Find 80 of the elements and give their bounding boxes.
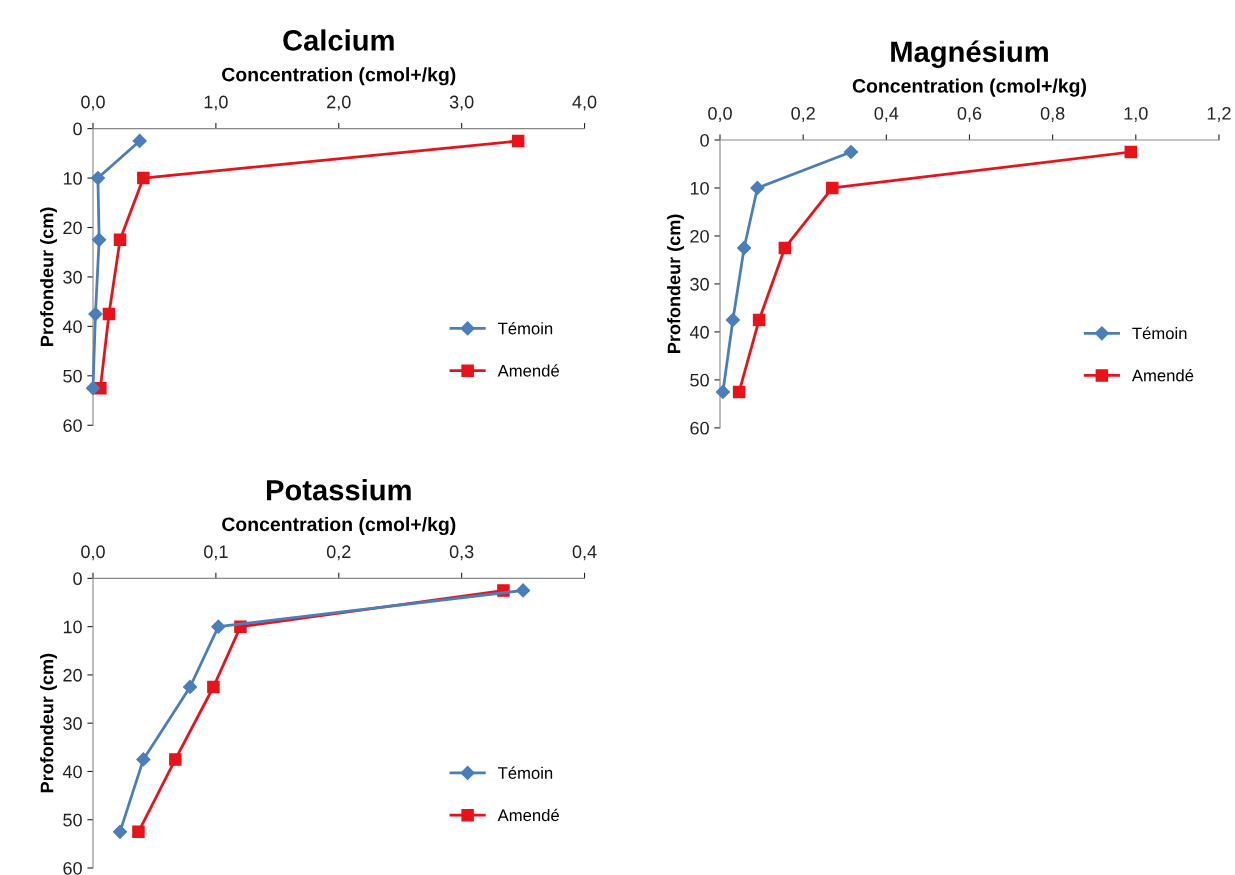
- point: [750, 180, 765, 196]
- y-tick-label: 50: [63, 369, 82, 383]
- y-tick-label: 20: [63, 221, 82, 235]
- x-axis-title: Concentration (cmol+/kg): [852, 78, 1086, 97]
- x-axis-title: Concentration (cmol+/kg): [222, 516, 456, 536]
- point: [137, 171, 150, 185]
- y-tick-label: 0: [73, 572, 82, 586]
- x-tick-label: 0,1: [204, 545, 228, 561]
- x-tick-label: 0,0: [81, 95, 105, 111]
- point: [778, 241, 792, 255]
- y-tick-label: 40: [62, 765, 82, 779]
- legend-label: Témoin: [498, 322, 553, 335]
- x-tick-label: 0,2: [326, 545, 351, 561]
- point: [725, 312, 740, 328]
- legend-label: Amendé: [1131, 369, 1194, 382]
- y-tick-label: 10: [690, 181, 709, 195]
- point: [112, 824, 128, 839]
- x-tick-label: 0,2: [791, 106, 815, 122]
- point: [826, 181, 839, 195]
- point: [737, 240, 752, 256]
- y-axis-title: Profondeur (cm): [40, 207, 57, 346]
- point: [113, 233, 127, 247]
- point: [136, 752, 151, 767]
- x-tick-label: 4,0: [572, 95, 597, 111]
- y-tick-label: 10: [63, 620, 82, 634]
- x-tick-label: 3,0: [449, 95, 474, 111]
- point: [132, 825, 145, 839]
- x-tick-label: 0,4: [572, 545, 597, 561]
- point: [1124, 145, 1138, 159]
- legend-label: Amendé: [497, 364, 559, 377]
- x-tick-label: 0,3: [449, 545, 474, 561]
- point: [85, 381, 101, 396]
- chart-title: Magnésium: [891, 40, 1048, 69]
- y-tick-label: 50: [690, 373, 709, 387]
- x-tick-label: 0,0: [708, 106, 732, 122]
- x-tick-label: 1,0: [204, 95, 228, 111]
- y-tick-label: 10: [63, 172, 82, 185]
- y-tick-label: 0: [700, 133, 709, 147]
- x-tick-label: 1,2: [1207, 106, 1231, 122]
- y-tick-label: 40: [62, 320, 82, 334]
- legend-label: Témoin: [1132, 326, 1187, 340]
- point: [102, 307, 116, 321]
- y-tick-label: 0: [73, 122, 82, 136]
- x-tick-label: 0,4: [874, 106, 899, 122]
- chart-title: Potassium: [266, 479, 411, 501]
- legend-label: Amendé: [497, 808, 559, 822]
- point: [511, 134, 525, 148]
- point: [88, 306, 103, 322]
- point: [715, 384, 730, 399]
- y-tick-label: 60: [690, 421, 709, 435]
- point: [169, 753, 182, 766]
- y-tick-label: 40: [689, 325, 709, 339]
- y-tick-label: 50: [63, 813, 82, 827]
- x-tick-label: 0,0: [81, 545, 105, 561]
- y-tick-label: 20: [63, 668, 82, 682]
- y-tick-label: 60: [63, 419, 82, 432]
- y-tick-label: 30: [63, 270, 82, 284]
- y-axis-title: Profondeur (cm): [40, 653, 57, 793]
- legend-label: Témoin: [498, 766, 553, 779]
- x-tick-label: 1,0: [1124, 106, 1148, 122]
- point: [132, 133, 147, 149]
- point: [92, 232, 107, 247]
- y-axis-title: Profondeur (cm): [667, 214, 684, 353]
- point: [752, 313, 766, 327]
- x-axis-title: Concentration (cmol+/kg): [222, 67, 456, 86]
- chart-title: Calcium: [283, 29, 394, 51]
- x-tick-label: 0,8: [1040, 106, 1065, 122]
- point: [182, 679, 198, 695]
- y-tick-label: 20: [690, 229, 709, 243]
- x-tick-label: 0,6: [957, 106, 982, 122]
- x-tick-label: 2,0: [327, 95, 351, 111]
- point: [211, 619, 226, 634]
- point: [732, 385, 746, 399]
- y-tick-label: 60: [63, 861, 82, 875]
- point: [843, 144, 859, 160]
- point: [516, 583, 531, 598]
- point: [207, 680, 220, 694]
- y-tick-label: 30: [690, 277, 709, 291]
- y-tick-label: 30: [63, 717, 82, 730]
- point: [90, 170, 105, 186]
